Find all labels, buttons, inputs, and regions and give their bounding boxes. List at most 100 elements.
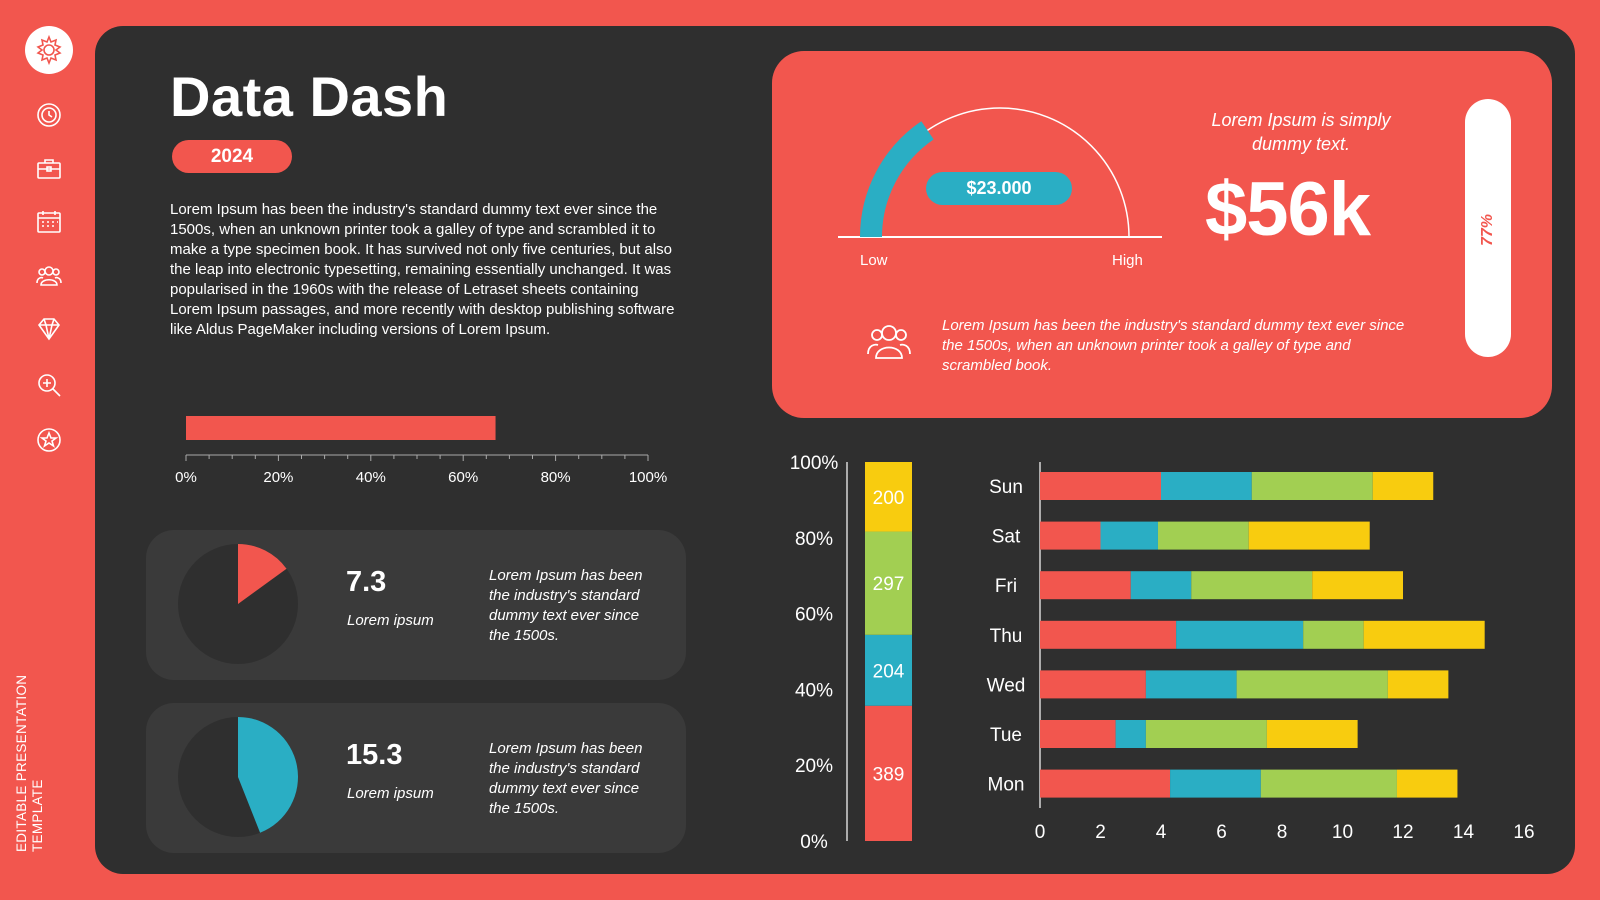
hbar-category-label: Thu [990,626,1023,647]
stack-segment [865,634,912,706]
stat-card-2: 15.3 Lorem ipsum Lorem Ipsum has been th… [146,703,686,853]
zoom-in-icon [38,374,61,397]
hbar-segment [1040,670,1146,699]
page-title: Data Dash [170,65,449,128]
nav-diamond[interactable] [35,315,63,343]
stack-segment-label: 389 [873,764,905,785]
pie-chart-2 [178,717,298,837]
stack-tick-label: 80% [795,529,833,550]
stat-label: Lorem ipsum [347,785,434,802]
hbar-segment [1040,472,1161,500]
hbar-tick-label: 12 [1392,822,1413,843]
gauge-amount: $23.000 [926,172,1072,205]
nav-people[interactable] [35,262,63,290]
hbar-segment [1145,670,1237,699]
briefcase-icon [37,159,61,179]
hbar-segment [1191,571,1313,600]
progress-bar-fill [186,416,496,440]
hbar-segment [1157,521,1249,550]
progress-tick-label: 40% [356,469,386,486]
stack-segment-label: 297 [873,574,905,595]
stack-segment-label: 200 [873,488,905,509]
hbar-tick-label: 0 [1035,822,1046,843]
pie-chart-1 [178,544,298,664]
hbar-segment [1363,620,1485,649]
stack-segment [865,462,912,532]
nav-briefcase[interactable] [35,155,63,183]
calendar-icon [37,211,61,233]
progress-tick-label: 20% [263,469,293,486]
stat-label: Lorem ipsum [347,612,434,629]
progress-tick-label: 60% [448,469,478,486]
logo-button[interactable] [25,26,73,74]
kpi-value: $56k [1205,167,1371,252]
hbar-segment [1170,769,1261,798]
hbar-segment [1372,472,1434,500]
hbar-tick-label: 10 [1332,822,1353,843]
stat-value: 15.3 [346,739,403,771]
hbar-segment [1303,620,1364,649]
vertical-percent-bar [1465,99,1511,357]
hbar-tick-label: 14 [1453,822,1475,843]
hbar-segment [1396,769,1458,798]
hbar-category-label: Fri [995,576,1017,597]
hbar-segment [1145,720,1267,748]
hbar-segment [1251,472,1373,500]
hbar-segment [1040,571,1131,600]
nav-star[interactable] [35,426,63,454]
stack-tick-label: 40% [795,680,833,701]
kpi-subtitle: Lorem Ipsum is simply dummy text. [1211,110,1391,154]
nav-calendar[interactable] [35,208,63,236]
hbar-category-label: Wed [987,675,1026,696]
year-badge: 2024 [172,140,292,173]
people-icon [867,325,911,359]
gauge-low-label: Low [860,252,888,269]
hbar-segment [1266,720,1358,748]
intro-text: Lorem Ipsum has been the industry's stan… [170,201,675,338]
hbar-category-label: Mon [988,775,1025,796]
pie-slice [238,544,287,604]
progress-tick-label: 0% [175,469,197,486]
clock-icon [37,103,61,127]
diamond-icon [37,318,61,341]
progress-tick-label: 100% [629,469,667,486]
stat-value: 7.3 [346,566,387,598]
hbar-segment [1115,720,1146,748]
gauge-fill [860,121,934,238]
stack-segment [865,531,912,635]
hbar-segment [1312,571,1403,600]
hbar-tick-label: 6 [1216,822,1227,843]
gear-flower-icon [36,34,62,66]
hbar-segment [1260,769,1397,798]
hbar-segment [1040,769,1171,798]
hbar-segment [1236,670,1388,699]
hbar-tick-label: 2 [1095,822,1106,843]
stack-segment [865,705,912,841]
nav-zoom[interactable] [35,371,63,399]
hbar-tick-label: 8 [1277,822,1288,843]
hbar-segment [1040,521,1101,550]
hbar-segment [1100,521,1158,550]
star-icon [37,428,61,452]
stack-tick-label: 60% [795,605,833,626]
people-icon [36,266,62,286]
nav-clock[interactable] [35,101,63,129]
kpi-description: Lorem Ipsum has been the industry's stan… [942,317,1405,374]
stat-description: Lorem Ipsum has been the industry's stan… [489,740,643,817]
hbar-category-label: Tue [990,725,1022,746]
stat-card-1: 7.3 Lorem ipsum Lorem Ipsum has been the… [146,530,686,680]
stack-tick-label: 0% [800,832,828,853]
progress-tick-label: 80% [541,469,571,486]
stack-tick-label: 100% [790,453,839,474]
hbar-segment [1387,670,1449,699]
gauge-high-label: High [1112,252,1143,269]
hbar-segment [1248,521,1370,550]
pie-slice [238,717,298,833]
sidebar: EDITABLE PRESENTATION TEMPLATE [0,0,96,900]
hbar-category-label: Sun [989,477,1023,498]
hbar-segment [1040,720,1116,748]
